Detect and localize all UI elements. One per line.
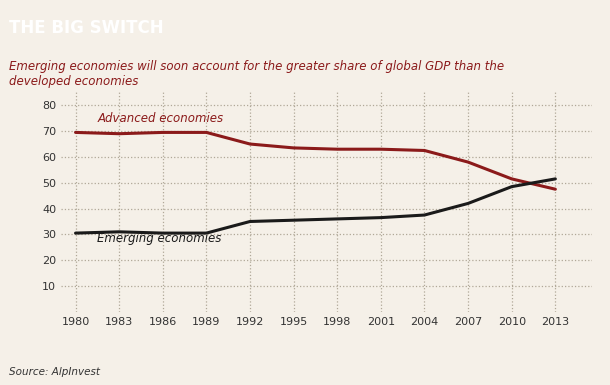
Text: Advanced economies: Advanced economies — [98, 112, 223, 125]
Text: Source: AlpInvest: Source: AlpInvest — [9, 367, 100, 377]
Text: THE BIG SWITCH: THE BIG SWITCH — [9, 18, 163, 37]
Text: Emerging economies: Emerging economies — [98, 232, 221, 245]
Text: Emerging economies will soon account for the greater share of global GDP than th: Emerging economies will soon account for… — [9, 60, 504, 88]
